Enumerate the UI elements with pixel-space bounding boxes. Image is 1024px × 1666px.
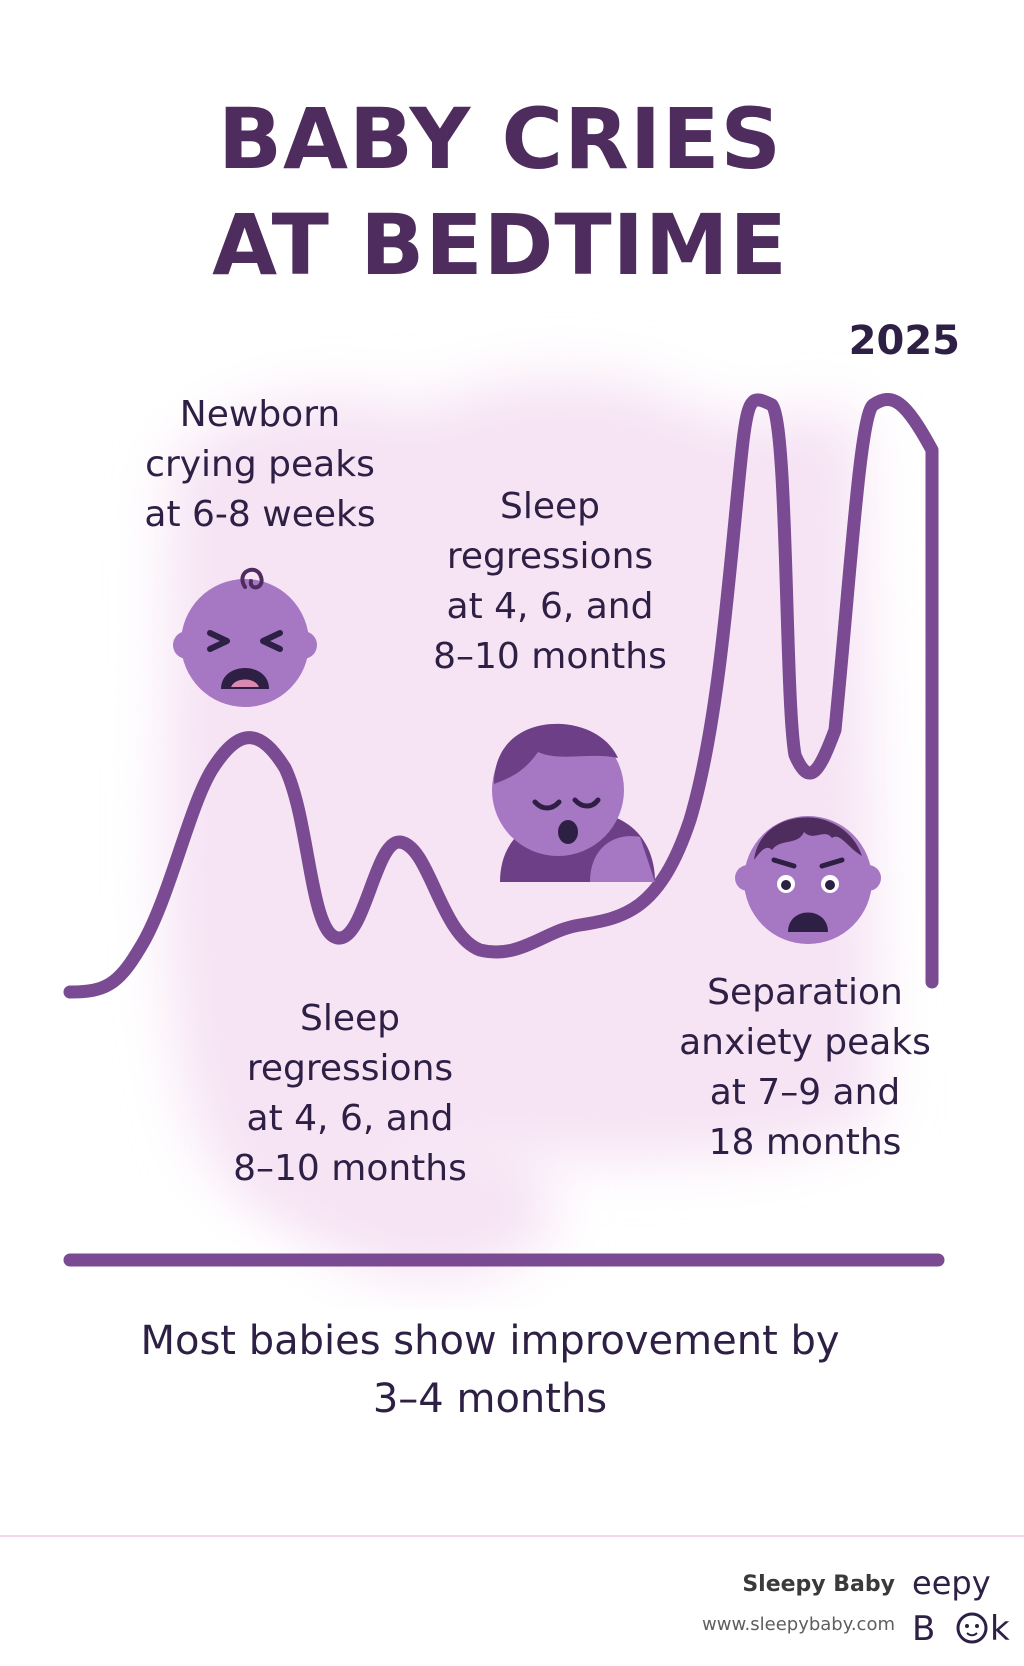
footer-brand: Sleepy Baby [742, 1572, 895, 1597]
year-label: 2025 [848, 318, 960, 364]
footer-url: www.sleepybaby.com [702, 1614, 895, 1635]
worried-baby-icon [735, 816, 881, 944]
annotation-regressions-upper-line-3: at 4, 6, and [446, 586, 654, 627]
annotation-regressions-lower-line-2: regressions [246, 1048, 454, 1089]
logo-text-bottom-end: k [990, 1609, 1010, 1649]
bottom-note-line-1: Most babies show improvement by [140, 1318, 840, 1364]
bottom-note-line-2: 3–4 months [372, 1376, 608, 1422]
crying-curve [63, 393, 939, 999]
annotation-regressions-lower: Sleep regressions at 4, 6, and 8–10 mont… [200, 994, 500, 1194]
annotation-separation-line-3: at 7–9 and [709, 1072, 901, 1113]
annotation-regressions-lower-line-4: 8–10 months [233, 1148, 467, 1189]
annotation-separation-line-2: anxiety peaks [679, 1022, 931, 1063]
sleeping-baby-icon [492, 723, 655, 882]
annotation-regressions-upper-line-4: 8–10 months [433, 636, 667, 677]
sleepy-baby-logo-icon: eepy B k [912, 1564, 1010, 1649]
annotation-separation: Separation anxiety peaks at 7–9 and 18 m… [655, 968, 955, 1168]
annotation-newborn-line-1: Newborn [179, 394, 341, 435]
annotation-regressions-upper: Sleep regressions at 4, 6, and 8–10 mont… [400, 482, 700, 682]
annotation-regressions-lower-line-1: Sleep [299, 998, 400, 1039]
annotation-newborn: Newborn crying peaks at 6-8 weeks [100, 390, 420, 540]
annotation-separation-line-4: 18 months [708, 1122, 902, 1163]
annotation-regressions-lower-line-3: at 4, 6, and [246, 1098, 454, 1139]
annotation-separation-line-1: Separation [707, 972, 903, 1013]
title-line-1: BABY CRIES [218, 90, 782, 188]
logo-text-top: eepy [912, 1564, 991, 1602]
logo-text-bottom: B [912, 1609, 935, 1649]
annotation-regressions-upper-line-1: Sleep [499, 486, 600, 527]
annotation-newborn-line-3: at 6-8 weeks [144, 494, 376, 535]
annotation-newborn-line-2: crying peaks [145, 444, 375, 485]
annotation-regressions-upper-line-2: regressions [446, 536, 654, 577]
crying-baby-icon [173, 567, 317, 707]
title-line-2: AT BEDTIME [212, 196, 788, 294]
footer-divider [0, 1535, 1024, 1537]
